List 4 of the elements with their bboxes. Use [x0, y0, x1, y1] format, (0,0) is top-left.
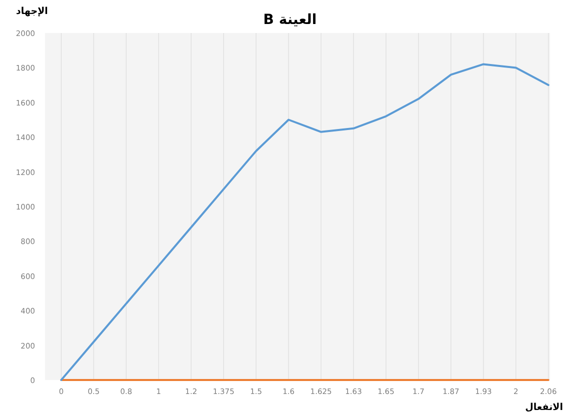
x-axis-title: الانفعال [525, 402, 563, 413]
chart-title: العينة B [263, 12, 317, 28]
y-axis-title: الإجهاد [16, 6, 48, 17]
line-series [60, 63, 550, 381]
